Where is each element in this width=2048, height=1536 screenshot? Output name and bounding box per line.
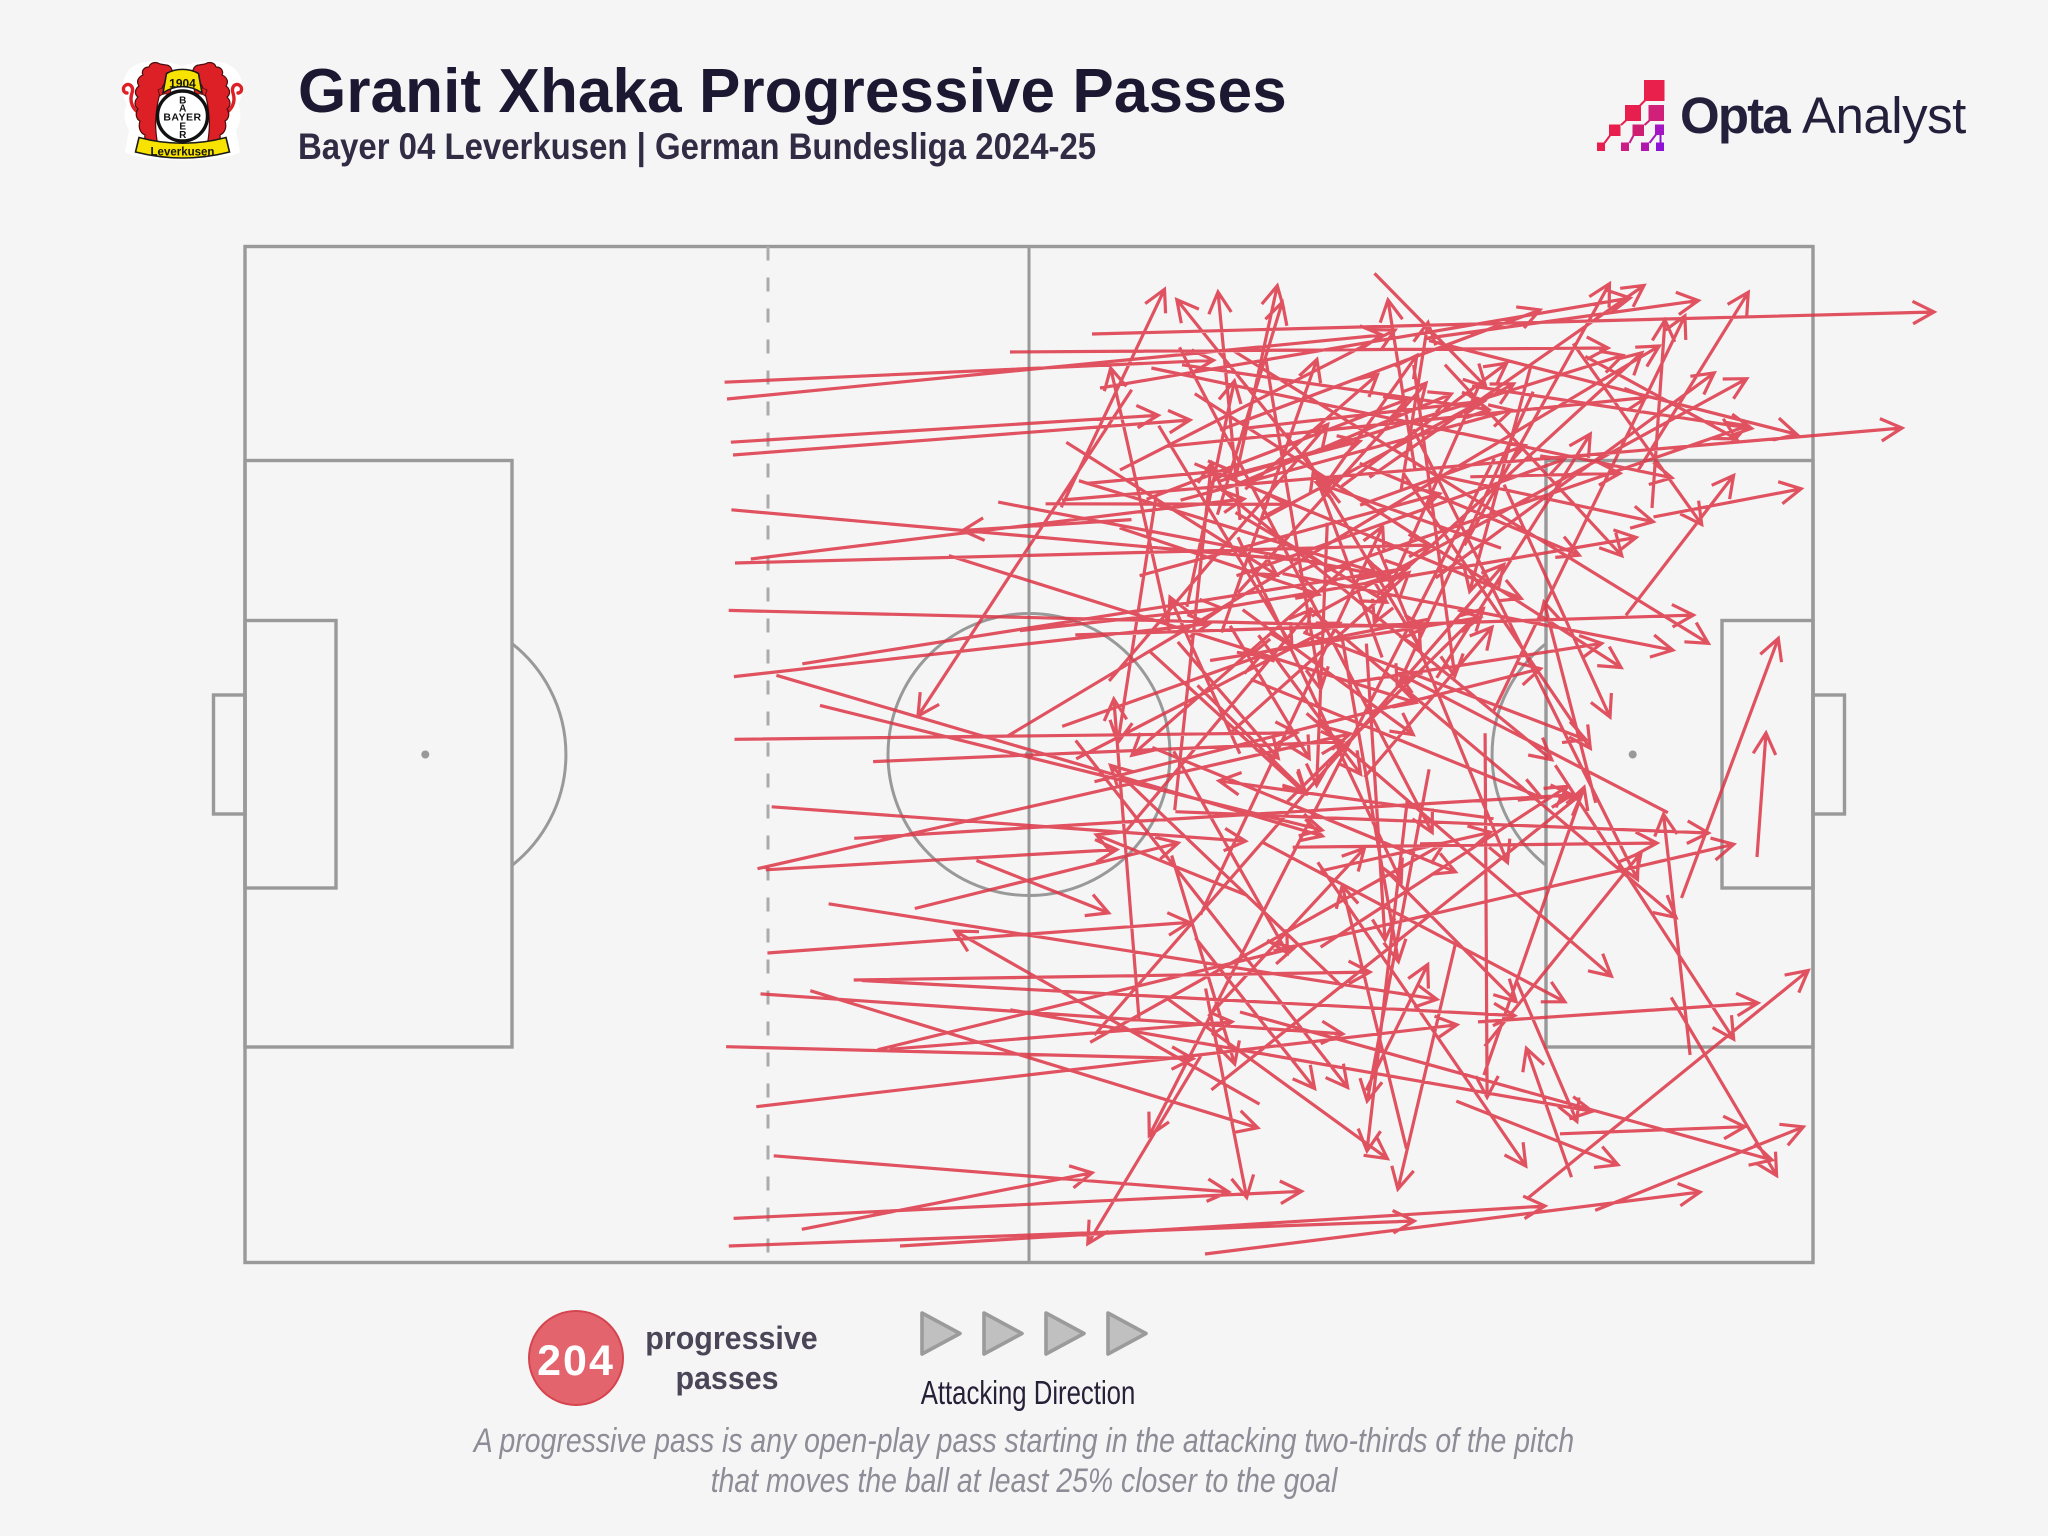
svg-text:Leverkusen: Leverkusen — [151, 147, 215, 159]
svg-text:1904: 1904 — [169, 77, 196, 91]
svg-text:Opta: Opta — [1680, 87, 1791, 144]
svg-text:BAYER: BAYER — [163, 112, 201, 124]
svg-text:R: R — [179, 130, 187, 141]
svg-text:B: B — [179, 96, 186, 107]
svg-text:A: A — [179, 104, 186, 115]
svg-text:E: E — [179, 122, 186, 133]
svg-text:Analyst: Analyst — [1802, 87, 1966, 144]
